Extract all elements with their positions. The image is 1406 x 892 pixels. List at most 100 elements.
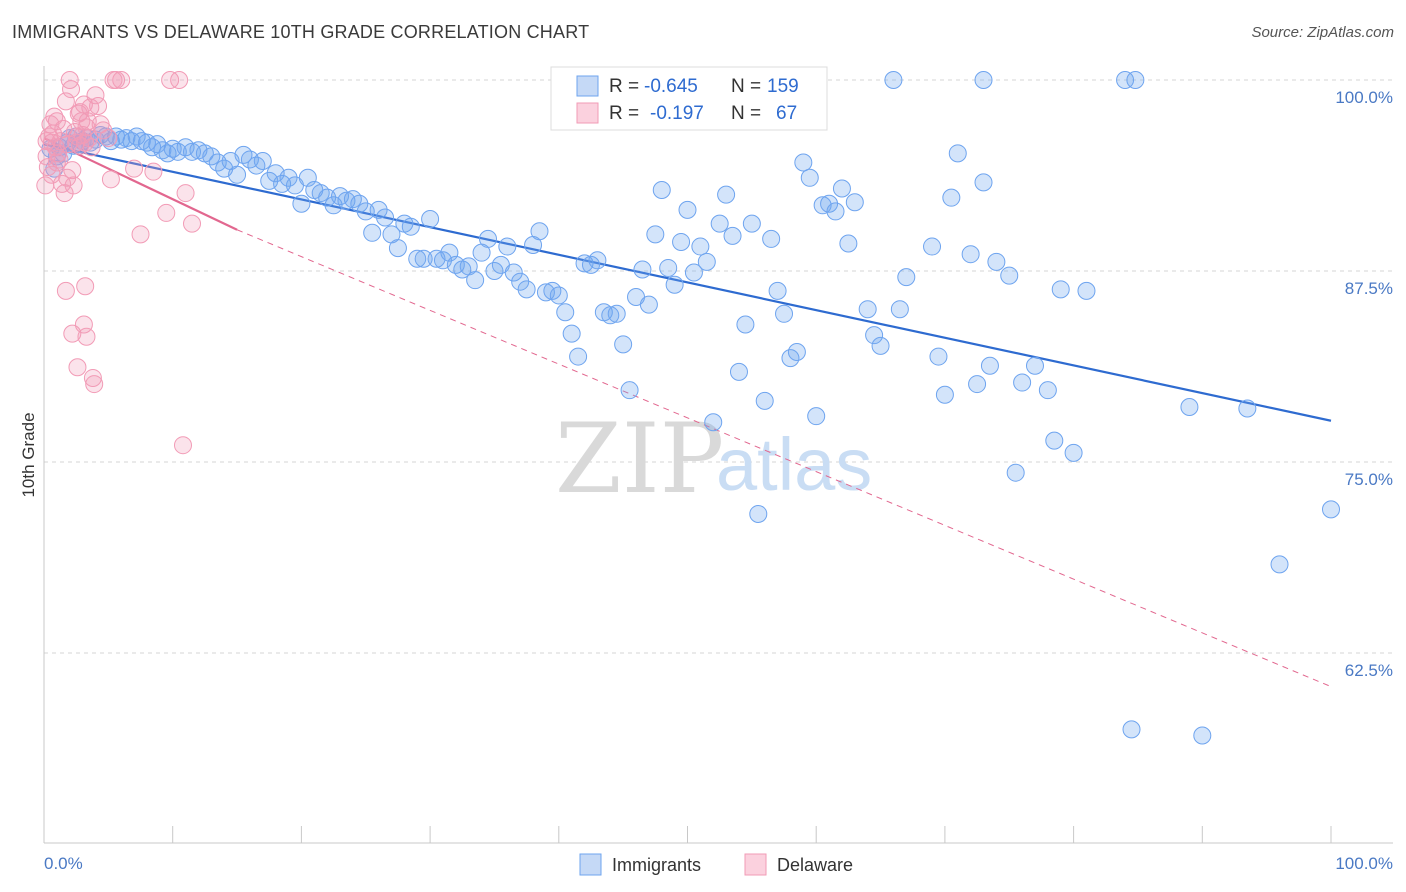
delaware-point	[68, 358, 87, 377]
immigrants-point	[704, 413, 723, 432]
immigrants-point	[350, 194, 369, 213]
immigrants-point	[569, 347, 588, 366]
immigrants-point	[652, 181, 671, 200]
immigrants-point	[1051, 280, 1070, 299]
immigrants-point	[839, 234, 858, 253]
immigrants-point	[163, 139, 182, 158]
delaware-point	[173, 436, 192, 455]
delaware-point	[183, 214, 202, 233]
y-tick-labels: 62.5% 75.0% 87.5% 100.0%	[1335, 88, 1393, 680]
immigrants-point	[530, 222, 549, 241]
immigrants-point	[672, 232, 691, 251]
immigrants-point	[421, 210, 440, 229]
immigrants-point	[504, 263, 523, 282]
delaware-point	[85, 375, 104, 394]
immigrants-point	[787, 342, 806, 361]
delaware-point	[99, 129, 118, 148]
legend-swatch-delaware	[576, 102, 599, 124]
immigrants-point	[446, 255, 465, 274]
immigrants-point	[183, 142, 202, 161]
immigrants-point	[974, 173, 993, 192]
chart-title: IMMIGRANTS VS DELAWARE 10TH GRADE CORREL…	[12, 22, 590, 42]
immigrants-point	[562, 324, 581, 343]
immigrants-point	[1077, 281, 1096, 300]
delaware-point	[63, 161, 82, 180]
x-tick-label: 100.0%	[1335, 854, 1393, 873]
immigrants-point	[363, 223, 382, 242]
immigrants-point	[845, 193, 864, 212]
immigrants-point	[479, 229, 498, 248]
immigrants-point	[466, 271, 485, 290]
immigrants-point	[388, 239, 407, 258]
delaware-point	[161, 71, 180, 89]
legend-swatch-immigrants	[576, 75, 599, 97]
immigrants-point	[1238, 399, 1257, 418]
immigrants-point	[543, 281, 562, 300]
legend-r-label-2: R =	[609, 103, 639, 124]
immigrants-point	[742, 214, 761, 233]
watermark-zip: ZIP	[555, 403, 724, 515]
immigrants-point	[684, 263, 703, 282]
delaware-point	[42, 165, 61, 184]
immigrants-point	[646, 225, 665, 244]
immigrants-point	[980, 356, 999, 375]
delaware-point	[62, 80, 81, 99]
immigrants-point	[356, 202, 375, 221]
immigrants-point	[710, 214, 729, 233]
immigrants-point	[897, 268, 916, 287]
delaware-point	[76, 277, 95, 296]
delaware-point	[60, 71, 79, 89]
delaware-point	[47, 112, 66, 131]
delaware-points	[36, 71, 202, 455]
delaware-point	[101, 170, 120, 189]
immigrants-point	[762, 229, 781, 248]
delaware-point	[55, 184, 74, 203]
immigrants-point	[749, 504, 768, 523]
immigrants-point	[768, 281, 787, 300]
delaware-point	[89, 96, 108, 115]
legend-n-value-2: 67	[776, 103, 797, 124]
legend-n-label-2: N =	[731, 103, 761, 124]
immigrants-point	[1038, 381, 1057, 400]
delaware-point	[82, 138, 101, 157]
delaware-point	[83, 368, 102, 387]
immigrants-point	[1045, 431, 1064, 450]
legend-r-label-1: R =	[609, 76, 639, 97]
delaware-point	[86, 86, 105, 105]
immigrants-point	[755, 391, 774, 410]
delaware-point	[125, 159, 144, 178]
legend-r-value-2: -0.197	[650, 103, 704, 124]
immigrants-point	[143, 138, 162, 157]
immigrants-point	[717, 185, 736, 204]
series-legend-swatch-delaware	[744, 853, 767, 876]
immigrants-point	[1193, 726, 1212, 745]
immigrants-point	[311, 184, 330, 203]
series-legend-label-immigrants: Immigrants	[612, 855, 701, 875]
immigrants-point	[581, 255, 600, 274]
x-tick-label: 0.0%	[44, 854, 83, 873]
immigrants-point	[723, 226, 742, 245]
immigrants-point	[1270, 555, 1289, 574]
delaware-point	[37, 132, 56, 151]
immigrants-point	[942, 188, 961, 207]
legend-r-value-1: -0.645	[644, 76, 698, 97]
immigrants-point	[633, 260, 652, 279]
immigrants-point	[775, 304, 794, 323]
immigrants-point	[614, 335, 633, 354]
immigrants-point	[414, 249, 433, 268]
immigrants-point	[408, 249, 427, 268]
immigrants-point	[923, 237, 942, 256]
immigrants-point	[794, 153, 813, 172]
immigrants-point	[865, 326, 884, 345]
legend-n-value-1: 159	[767, 76, 799, 97]
series-legend-swatch-immigrants	[579, 853, 602, 876]
immigrants-point	[826, 202, 845, 221]
series-legend: Immigrants Delaware	[579, 853, 853, 876]
immigrants-point	[929, 347, 948, 366]
delaware-point	[56, 281, 75, 300]
delaware-point	[71, 103, 90, 122]
immigrants-point	[1116, 71, 1135, 89]
immigrants-point	[498, 237, 517, 256]
immigrants-point	[292, 194, 311, 213]
immigrants-point	[890, 300, 909, 319]
